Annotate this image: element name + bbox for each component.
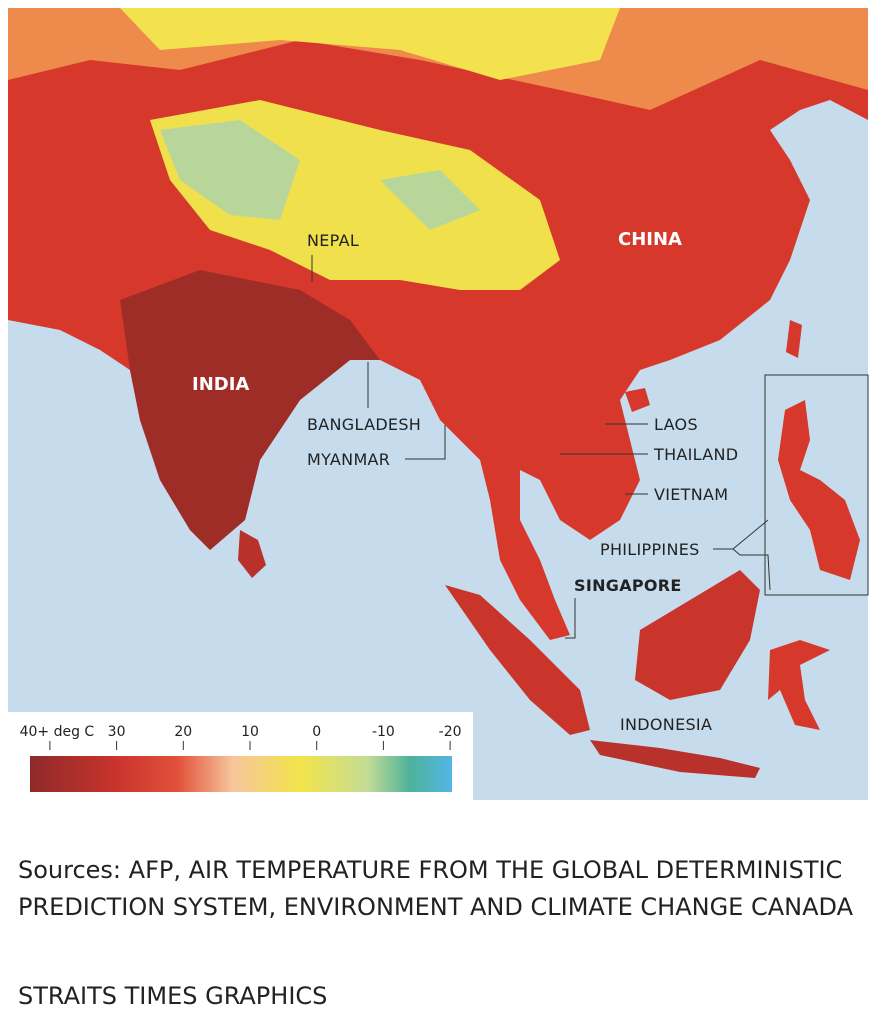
place-label: INDONESIA (620, 715, 712, 734)
color-scale (30, 756, 452, 792)
tick-label: -20 (439, 724, 462, 740)
java (590, 740, 760, 778)
sources: Sources: AFP, AIR TEMPERATURE FROM THE G… (18, 856, 853, 921)
sumatra (445, 585, 590, 735)
sri-lanka (238, 530, 266, 578)
borneo (635, 570, 760, 700)
sulawesi (768, 640, 830, 730)
place-label: CHINA (618, 229, 682, 250)
place-label: SINGAPORE (574, 576, 682, 595)
philippines (778, 400, 860, 580)
tick-label: 10 (241, 724, 259, 740)
taiwan (786, 320, 802, 358)
tibet-cool (160, 120, 480, 230)
hainan (625, 388, 650, 412)
philippines-box (764, 374, 869, 596)
place-label: LAOS (654, 415, 698, 434)
leader (405, 425, 446, 460)
credit: STRAITS TIMES GRAPHICS (18, 982, 328, 1010)
place-label: NEPAL (307, 231, 359, 250)
tick-label: 40+ deg C (20, 724, 95, 740)
place-label: BANGLADESH (307, 415, 421, 434)
legend: 40+ deg C 30 20 10 0 -10 -20 (8, 712, 473, 800)
tick-label: 20 (174, 724, 192, 740)
north-yellow (120, 8, 620, 80)
tick-label: -10 (372, 724, 395, 740)
place-label: THAILAND (653, 445, 738, 464)
leader (565, 598, 576, 639)
place-label: VIETNAM (654, 485, 728, 504)
place-label: PHILIPPINES (600, 540, 700, 559)
place-label: MYANMAR (307, 450, 390, 469)
tick-label: 0 (312, 724, 321, 740)
place-label: INDIA (192, 374, 249, 395)
india (120, 270, 380, 550)
tick-label: 30 (108, 724, 126, 740)
leader (713, 519, 771, 591)
map: NEPAL CHINA INDIA BANGLADESH MYANMAR LAO… (8, 8, 869, 800)
